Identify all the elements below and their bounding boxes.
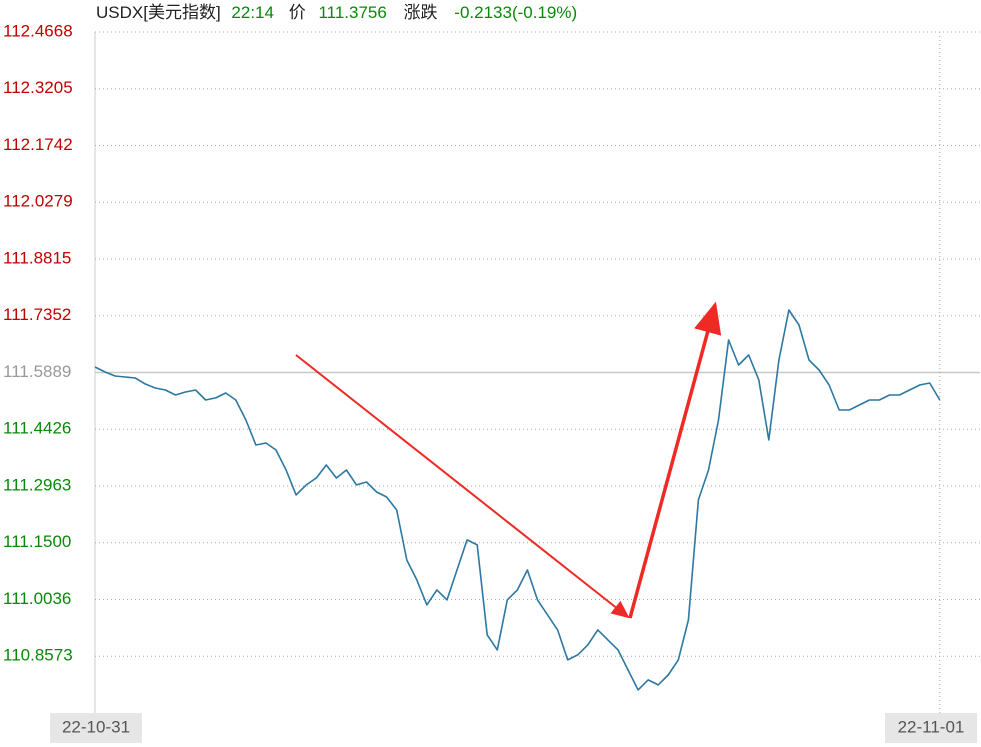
x-label-box (50, 713, 142, 743)
y-tick-label: 112.3205 (3, 78, 73, 97)
header: USDX[美元指数] 22:14 价 111.3756 涨跌 -0.2133(-… (96, 3, 577, 22)
y-tick-label: 110.8573 (3, 646, 73, 665)
x-tick-label: 22-10-31 (62, 717, 130, 736)
y-tick-label: 111.4426 (3, 419, 71, 438)
y-tick-label: 111.7352 (3, 305, 71, 324)
y-tick-label: 111.0036 (3, 589, 71, 608)
price-label: 价 (289, 3, 306, 22)
annotation-arrow (295, 354, 630, 619)
x-label-box (885, 713, 977, 743)
change: -0.2133(-0.19%) (454, 3, 577, 22)
y-tick-label: 112.1742 (3, 135, 73, 154)
x-tick-label: 22-11-01 (898, 717, 965, 736)
symbol: USDX[美元指数] (96, 3, 221, 22)
annotation-arrow (628, 301, 722, 619)
y-tick-label: 112.0279 (3, 192, 73, 211)
y-tick-label: 111.8815 (3, 248, 71, 267)
y-tick-label: 111.2963 (3, 475, 71, 494)
price: 111.3756 (318, 3, 386, 22)
time: 22:14 (231, 3, 274, 22)
y-tick-label: 111.5889 (3, 362, 71, 381)
change-label: 涨跌 (404, 3, 438, 22)
y-tick-label: 111.1500 (3, 532, 71, 551)
price-line (94, 309, 941, 691)
plot-area: 112.4668 112.3205 112.1742 112.0279 111.8815… (3, 21, 980, 743)
y-tick-label: 112.4668 (3, 21, 73, 40)
